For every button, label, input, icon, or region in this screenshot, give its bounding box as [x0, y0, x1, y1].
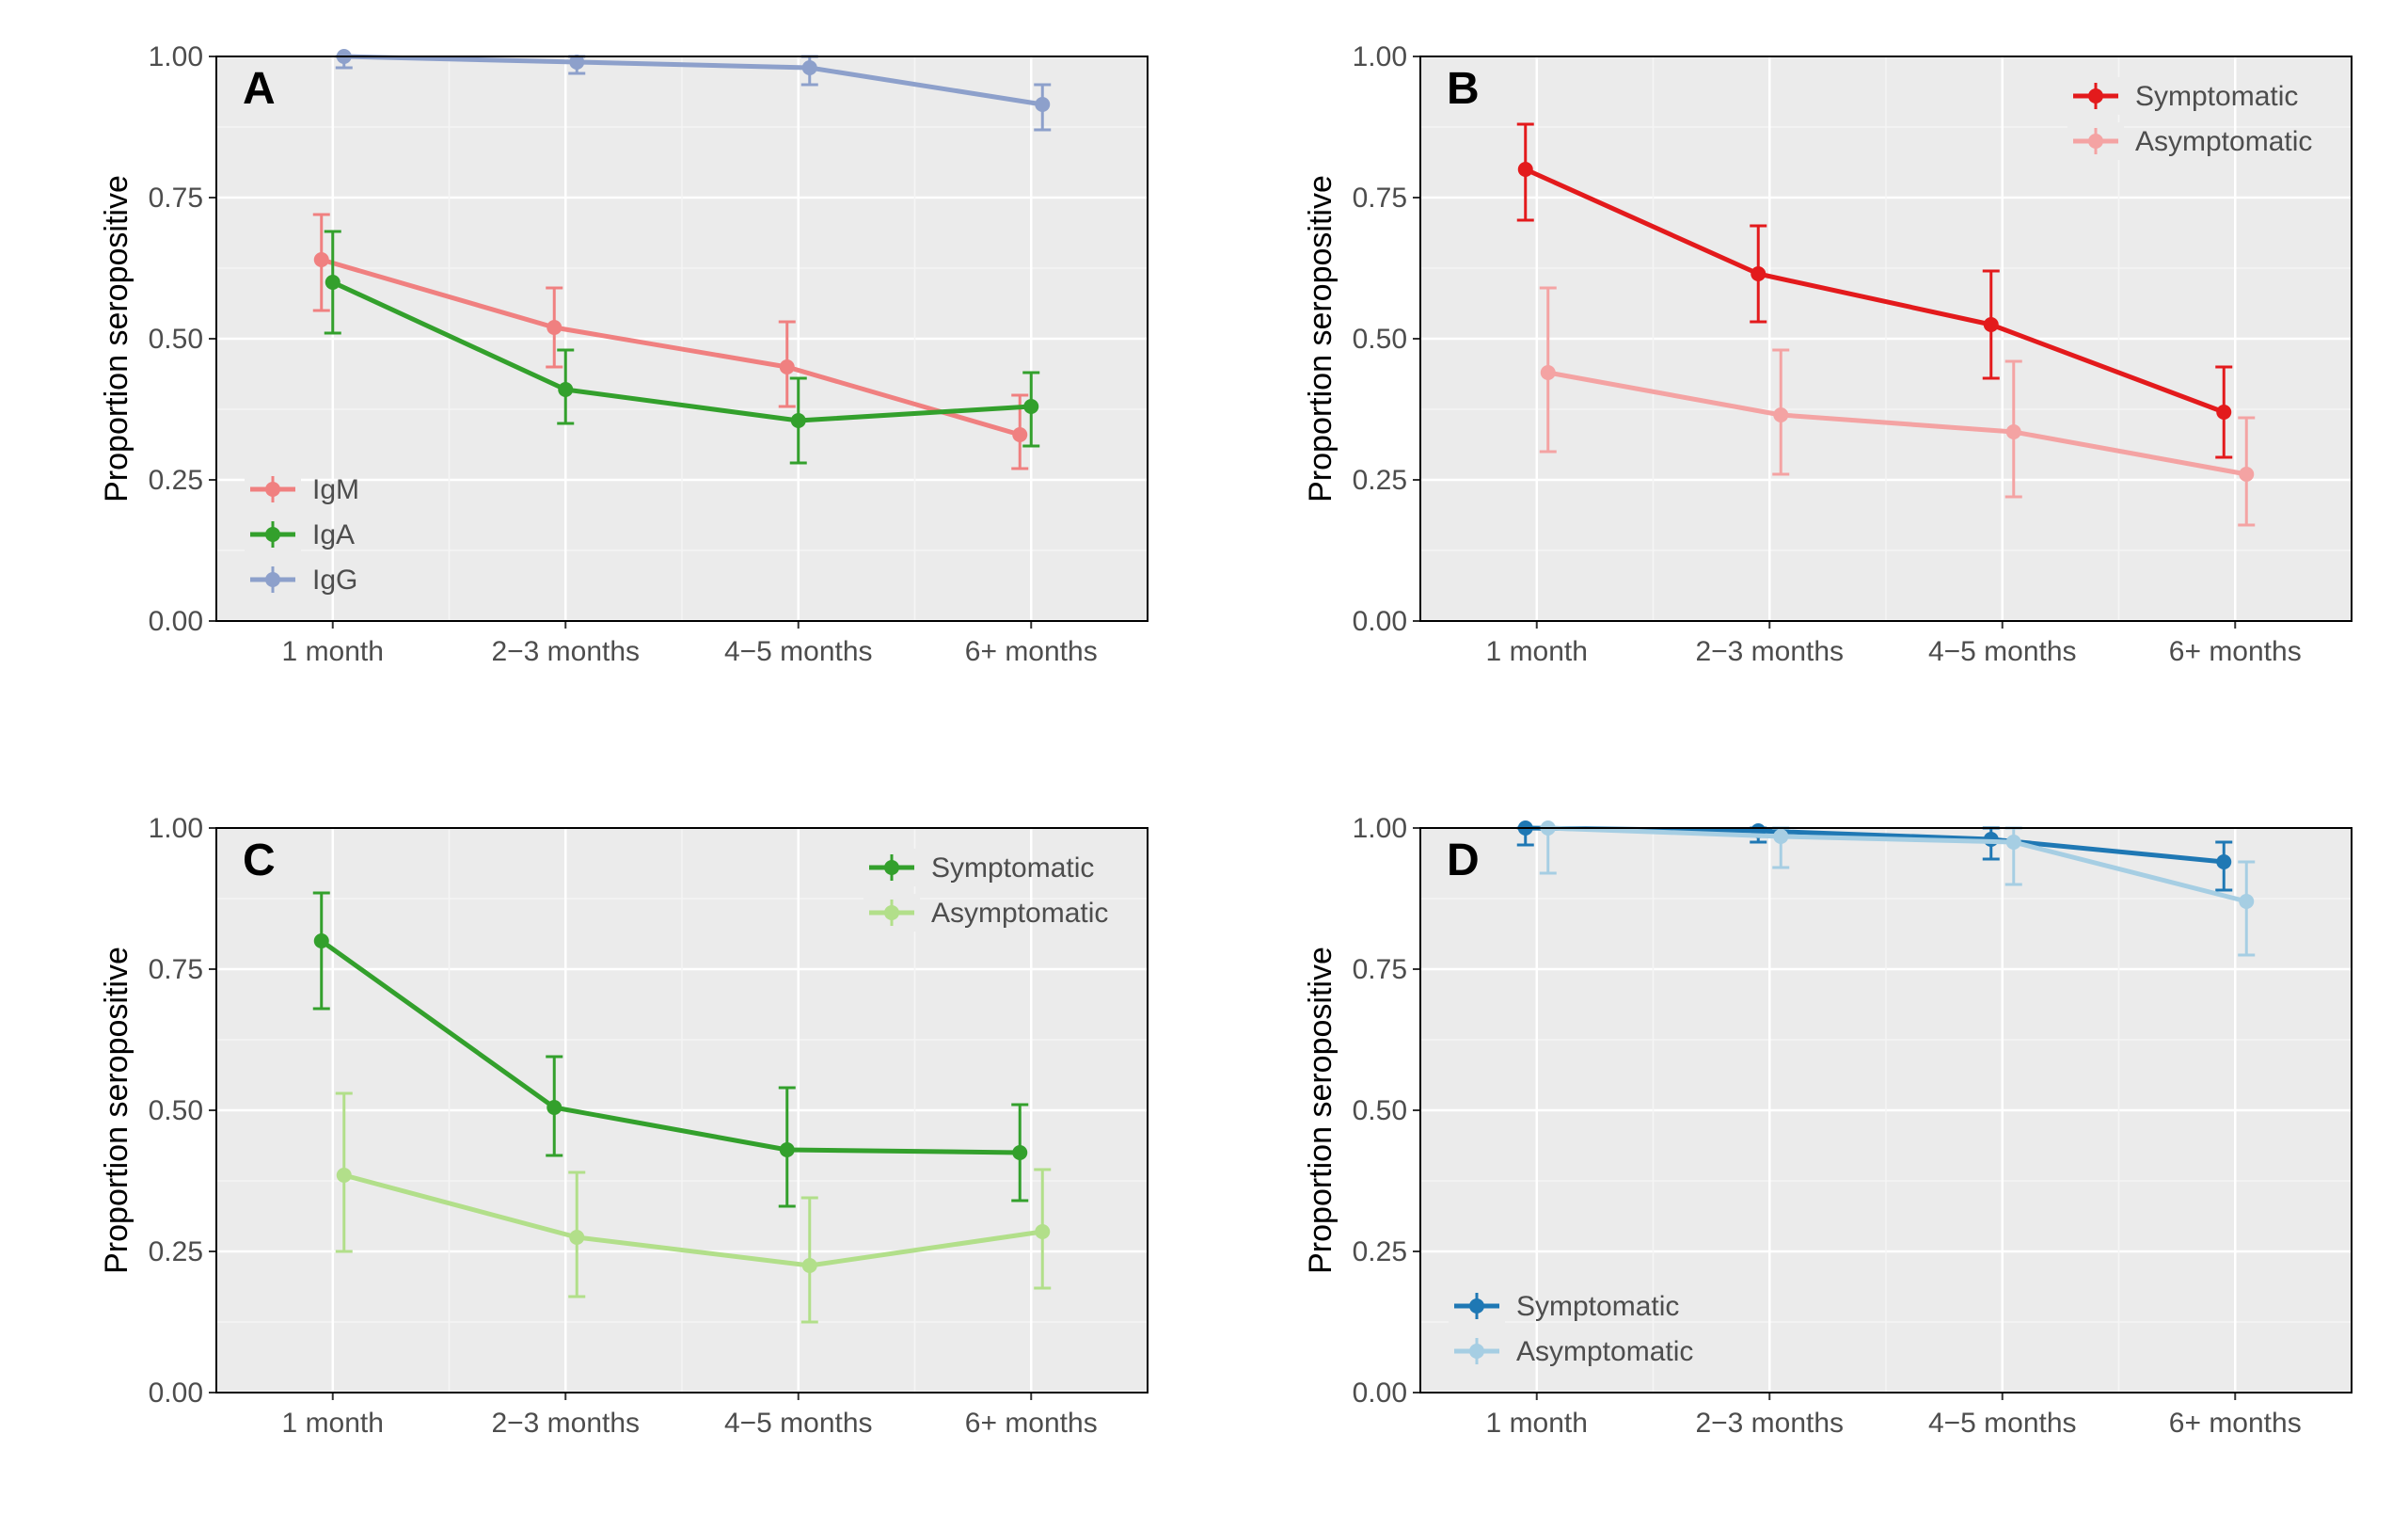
- x-tick-label: 2−3 months: [1695, 636, 1844, 667]
- y-tick-label: 0.25: [149, 465, 203, 496]
- series-point: [1012, 427, 1027, 442]
- series-point: [569, 1230, 584, 1245]
- x-tick-label: 1 month: [1486, 636, 1588, 667]
- x-tick-label: 1 month: [282, 1408, 384, 1439]
- panel-letter: D: [1447, 836, 1480, 885]
- x-tick-label: 4−5 months: [724, 1408, 873, 1439]
- panel-D: Proportion seropositive 0.00 0.25 0.50 0.75 1…: [1298, 809, 2370, 1468]
- y-tick-label: 1.00: [1353, 813, 1407, 844]
- y-tick-label: 0.50: [1353, 324, 1407, 355]
- series-point: [337, 1168, 352, 1183]
- series-point: [1541, 365, 1556, 380]
- series-point: [314, 933, 329, 948]
- series-point: [2006, 835, 2021, 850]
- series-point: [547, 320, 562, 335]
- panel-B: Proportion seropositive 0.00 0.25 0.50 0.75 1…: [1298, 38, 2370, 696]
- legend-label: Asymptomatic: [931, 898, 1108, 929]
- legend-label: IgM: [312, 474, 359, 505]
- y-tick-label: 0.50: [149, 1095, 203, 1126]
- series-point: [1023, 399, 1038, 414]
- panel-letter: A: [243, 64, 276, 114]
- x-tick-label: 6+ months: [965, 1408, 1098, 1439]
- y-tick-label: 0.75: [1353, 183, 1407, 214]
- y-axis-label: Proportion seropositive: [99, 175, 135, 502]
- panel-letter: B: [1447, 64, 1480, 114]
- x-tick-label: 2−3 months: [491, 1408, 640, 1439]
- series-point: [2006, 424, 2021, 439]
- legend-label: IgG: [312, 565, 357, 596]
- series-point: [1518, 162, 1533, 177]
- series-point: [1751, 266, 1766, 281]
- series-point: [780, 359, 795, 374]
- legend-label: IgA: [312, 519, 355, 550]
- series-point: [780, 1142, 795, 1157]
- y-tick-label: 1.00: [149, 41, 203, 72]
- panel-C: Proportion seropositive 0.00 0.25 0.50 0.75 1…: [94, 809, 1166, 1468]
- x-tick-label: 2−3 months: [491, 636, 640, 667]
- legend-label: Symptomatic: [2135, 81, 2298, 112]
- x-tick-label: 4−5 months: [1928, 1408, 2077, 1439]
- y-tick-label: 0.75: [149, 954, 203, 985]
- series-point: [791, 413, 806, 428]
- y-axis-label: Proportion seropositive: [99, 947, 135, 1274]
- panel-letter: C: [243, 836, 276, 885]
- series-point: [1773, 407, 1788, 422]
- x-tick-label: 2−3 months: [1695, 1408, 1844, 1439]
- y-tick-label: 1.00: [149, 813, 203, 844]
- y-axis-label: Proportion seropositive: [1303, 947, 1339, 1274]
- x-tick-label: 1 month: [1486, 1408, 1588, 1439]
- x-tick-label: 6+ months: [2169, 1408, 2302, 1439]
- series-point: [1773, 829, 1788, 844]
- series-point: [2216, 854, 2231, 869]
- x-tick-label: 6+ months: [965, 636, 1098, 667]
- y-tick-label: 0.25: [1353, 465, 1407, 496]
- figure-container: Proportion seropositive 0.00 0.25 0.50 0.75 1…: [0, 0, 2408, 1513]
- series-point: [802, 60, 817, 75]
- x-tick-label: 4−5 months: [1928, 636, 2077, 667]
- x-tick-label: 6+ months: [2169, 636, 2302, 667]
- series-point: [2216, 405, 2231, 420]
- series-point: [1035, 97, 1050, 112]
- series-point: [1984, 317, 1999, 332]
- y-axis-label: Proportion seropositive: [1303, 175, 1339, 502]
- series-point: [802, 1258, 817, 1273]
- legend-label: Asymptomatic: [2135, 126, 2312, 157]
- series-point: [2239, 467, 2254, 482]
- panel-A: Proportion seropositive 0.00 0.25 0.50 0.75 1…: [94, 38, 1166, 696]
- x-tick-label: 4−5 months: [724, 636, 873, 667]
- series-point: [558, 382, 573, 397]
- series-point: [2239, 894, 2254, 909]
- y-tick-label: 0.00: [149, 1378, 203, 1409]
- y-tick-label: 0.50: [1353, 1095, 1407, 1126]
- legend-label: Asymptomatic: [1516, 1336, 1693, 1367]
- y-tick-label: 0.00: [149, 606, 203, 637]
- series-point: [1035, 1224, 1050, 1239]
- series-point: [314, 252, 329, 267]
- y-tick-label: 0.50: [149, 324, 203, 355]
- y-tick-label: 0.25: [149, 1236, 203, 1267]
- y-tick-label: 0.75: [1353, 954, 1407, 985]
- y-tick-label: 0.25: [1353, 1236, 1407, 1267]
- series-point: [547, 1100, 562, 1115]
- y-tick-label: 0.00: [1353, 1378, 1407, 1409]
- legend-label: Symptomatic: [931, 852, 1094, 884]
- x-tick-label: 1 month: [282, 636, 384, 667]
- y-tick-label: 0.00: [1353, 606, 1407, 637]
- series-point: [325, 275, 341, 290]
- y-tick-label: 0.75: [149, 183, 203, 214]
- y-tick-label: 1.00: [1353, 41, 1407, 72]
- series-point: [1012, 1145, 1027, 1160]
- legend-label: Symptomatic: [1516, 1291, 1679, 1322]
